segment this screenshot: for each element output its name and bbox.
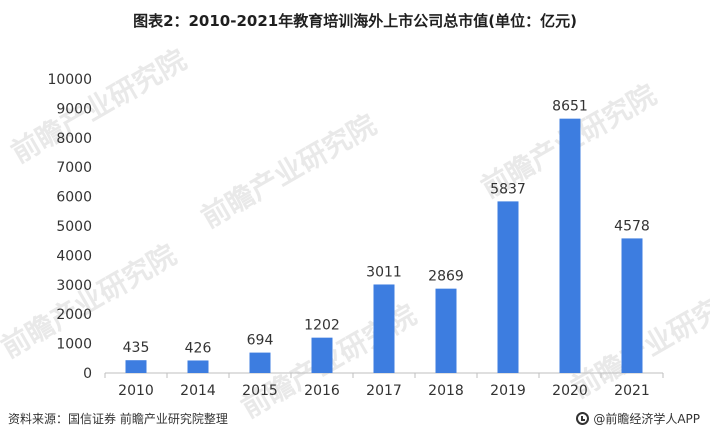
y-tick-label: 9000 (56, 101, 92, 117)
y-tick-label: 7000 (56, 160, 92, 176)
y-tick-label: 5000 (56, 219, 92, 235)
bar (187, 360, 209, 373)
data-label: 2869 (428, 269, 464, 285)
data-label: 5837 (490, 181, 526, 197)
x-tick-label: 2018 (428, 383, 464, 399)
data-label: 4578 (614, 218, 650, 234)
y-tick-label: 6000 (56, 190, 92, 206)
data-label: 694 (247, 333, 274, 349)
bar (435, 288, 457, 373)
source-note: 资料来源：国信证券 前瞻产业研究院整理 (8, 412, 228, 426)
y-tick-label: 3000 (56, 278, 92, 294)
bar (559, 118, 581, 373)
x-tick-label: 2017 (366, 383, 402, 399)
y-tick-label: 4000 (56, 248, 92, 264)
data-label: 1202 (304, 318, 340, 334)
data-label: 435 (123, 340, 150, 356)
x-tick-label: 2015 (242, 383, 278, 399)
brand-label: @前瞻经济学人APP (576, 410, 700, 427)
y-tick-label: 0 (83, 366, 92, 382)
y-tick-label: 10000 (47, 72, 92, 88)
x-tick-label: 2014 (180, 383, 216, 399)
y-tick-label: 2000 (56, 307, 92, 323)
y-tick-label: 8000 (56, 131, 92, 147)
bar (125, 360, 147, 373)
bar (373, 284, 395, 373)
x-tick-label: 2020 (552, 383, 588, 399)
x-tick-label: 2016 (304, 383, 340, 399)
x-tick-label: 2021 (614, 383, 650, 399)
x-tick-label: 2010 (118, 383, 154, 399)
bar (311, 337, 333, 373)
bar (621, 238, 643, 373)
chart-title: 图表2：2010-2021年教育培训海外上市公司总市值(单位：亿元) (133, 12, 577, 30)
bar (249, 352, 271, 373)
data-label: 426 (185, 340, 212, 356)
bar (497, 201, 519, 373)
data-label: 3011 (366, 264, 402, 280)
brand-text: @前瞻经济学人APP (593, 412, 700, 426)
y-tick-label: 1000 (56, 337, 92, 353)
brand-logo-icon (576, 412, 590, 425)
data-label: 8651 (552, 99, 588, 115)
x-tick-label: 2019 (490, 383, 526, 399)
